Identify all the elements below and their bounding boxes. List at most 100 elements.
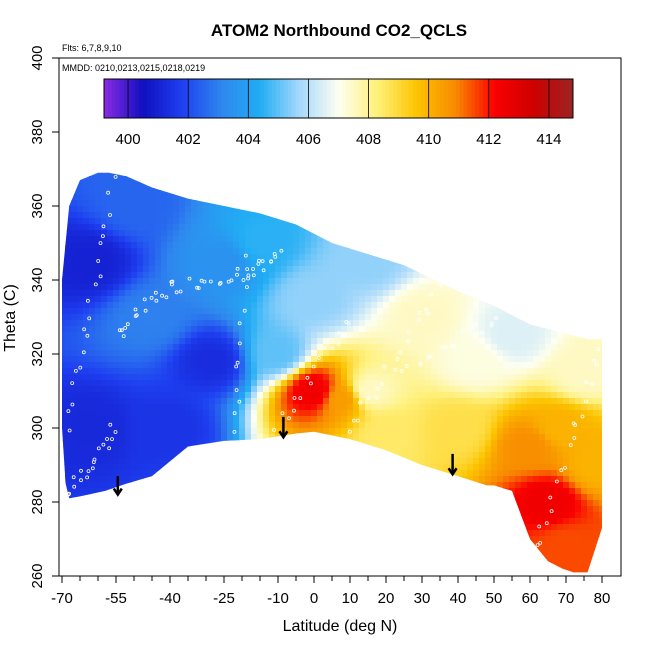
field-cell-4766 <box>467 194 474 201</box>
field-cell-3573 <box>365 176 372 183</box>
field-cell-8 <box>62 206 66 213</box>
field-cell-2315 <box>257 188 264 195</box>
field-cell-1898 <box>221 206 228 213</box>
field-cell-2500 <box>269 458 276 465</box>
field-cell-4934 <box>479 362 486 369</box>
field-cell-3255 <box>335 368 342 375</box>
field-cell-402 <box>89 470 96 477</box>
field-cell-3157 <box>329 200 336 207</box>
field-cell-4212 <box>419 230 426 237</box>
field-cell-233 <box>77 296 84 303</box>
field-cell-3549 <box>359 452 366 459</box>
field-cell-1060 <box>149 218 156 225</box>
field-cell-784 <box>125 242 132 249</box>
field-cell-3216 <box>329 554 336 561</box>
field-cell-2390 <box>263 218 270 225</box>
field-cell-2866 <box>299 554 306 561</box>
field-cell-3588 <box>365 266 372 273</box>
field-cell-637 <box>113 200 120 207</box>
field-cell-1952 <box>221 530 228 537</box>
field-cell-1222 <box>161 350 168 357</box>
field-cell-3449 <box>353 272 360 279</box>
field-cell-915 <box>137 188 144 195</box>
field-cell-670 <box>113 398 120 405</box>
field-cell-2525 <box>275 188 282 195</box>
field-cell-532 <box>101 410 108 417</box>
field-cell-740 <box>119 398 126 405</box>
field-cell-3103 <box>323 296 330 303</box>
field-cell-1945 <box>221 488 228 495</box>
field-cell-640 <box>113 218 120 225</box>
field-cell-3950 <box>395 338 402 345</box>
field-cell-2838 <box>299 386 306 393</box>
field-cell-1911 <box>221 284 228 291</box>
field-cell-1092 <box>149 410 156 417</box>
field-cell-635 <box>113 188 120 195</box>
field-cell-4848 <box>473 266 480 273</box>
field-cell-947 <box>137 380 144 387</box>
field-cell-1059 <box>149 212 156 219</box>
field-cell-2544 <box>275 302 282 309</box>
field-cell-587 <box>107 320 114 327</box>
field-cell-1519 <box>185 452 192 459</box>
field-cell-2584 <box>275 542 282 549</box>
field-cell-292 <box>83 230 90 237</box>
field-cell-343 <box>83 536 90 543</box>
field-cell-1465 <box>179 548 186 555</box>
field-cell-3786 <box>383 194 390 201</box>
field-cell-3309 <box>341 272 348 279</box>
field-cell-1499 <box>185 332 192 339</box>
field-cell-1722 <box>203 410 210 417</box>
field-cell-2451 <box>269 164 276 171</box>
field-cell-3975 <box>395 488 402 495</box>
field-cell-4002 <box>401 230 408 237</box>
field-cell-3806 <box>383 314 390 321</box>
field-cell-3666 <box>371 314 378 321</box>
field-cell-1410 <box>179 218 186 225</box>
field-cell-3166 <box>329 254 336 261</box>
field-cell-1935 <box>221 428 228 435</box>
field-cell-851 <box>131 224 138 231</box>
field-cell-243 <box>77 356 84 363</box>
field-cell-4202 <box>419 172 426 177</box>
field-cell-3546 <box>359 434 366 441</box>
field-cell-1033 <box>143 476 150 483</box>
field-cell-4868 <box>473 386 480 393</box>
field-cell-4001 <box>401 224 408 231</box>
field-cell-4197 <box>413 560 420 567</box>
field-cell-245 <box>77 368 84 375</box>
field-cell-428 <box>95 206 102 213</box>
field-cell-1825 <box>215 188 222 195</box>
field-cell-3149 <box>323 572 330 573</box>
field-cell-676 <box>113 434 120 441</box>
field-cell-2685 <box>287 308 294 315</box>
field-cell-1385 <box>173 488 180 495</box>
field-cell-1393 <box>173 536 180 543</box>
field-cell-2101 <box>239 164 246 171</box>
field-cell-2070 <box>233 398 240 405</box>
field-cell-10 <box>62 218 66 225</box>
field-cell-2596 <box>281 194 288 201</box>
field-cell-2032 <box>233 172 240 177</box>
field-cell-2431 <box>263 464 270 471</box>
field-cell-1939 <box>221 452 228 459</box>
field-cell-1563 <box>191 296 198 303</box>
field-cell-238 <box>77 326 84 333</box>
field-cell-867 <box>131 320 138 327</box>
field-cell-4317 <box>425 440 432 447</box>
field-cell-25 <box>62 308 66 315</box>
field-cell-2597 <box>281 200 288 207</box>
field-cell-2660 <box>287 158 294 165</box>
field-cell-4329 <box>425 512 432 519</box>
field-cell-1247 <box>161 500 168 507</box>
field-cell-3781 <box>383 164 390 171</box>
field-cell-2344 <box>257 362 264 369</box>
field-cell-1719 <box>203 392 210 399</box>
field-cell-2669 <box>287 212 294 219</box>
field-cell-54 <box>62 482 66 489</box>
field-cell-4462 <box>437 470 444 477</box>
field-cell-1981 <box>227 284 234 291</box>
field-cell-3062 <box>317 470 324 477</box>
field-cell-1567 <box>191 320 198 327</box>
field-cell-3831 <box>383 464 390 471</box>
